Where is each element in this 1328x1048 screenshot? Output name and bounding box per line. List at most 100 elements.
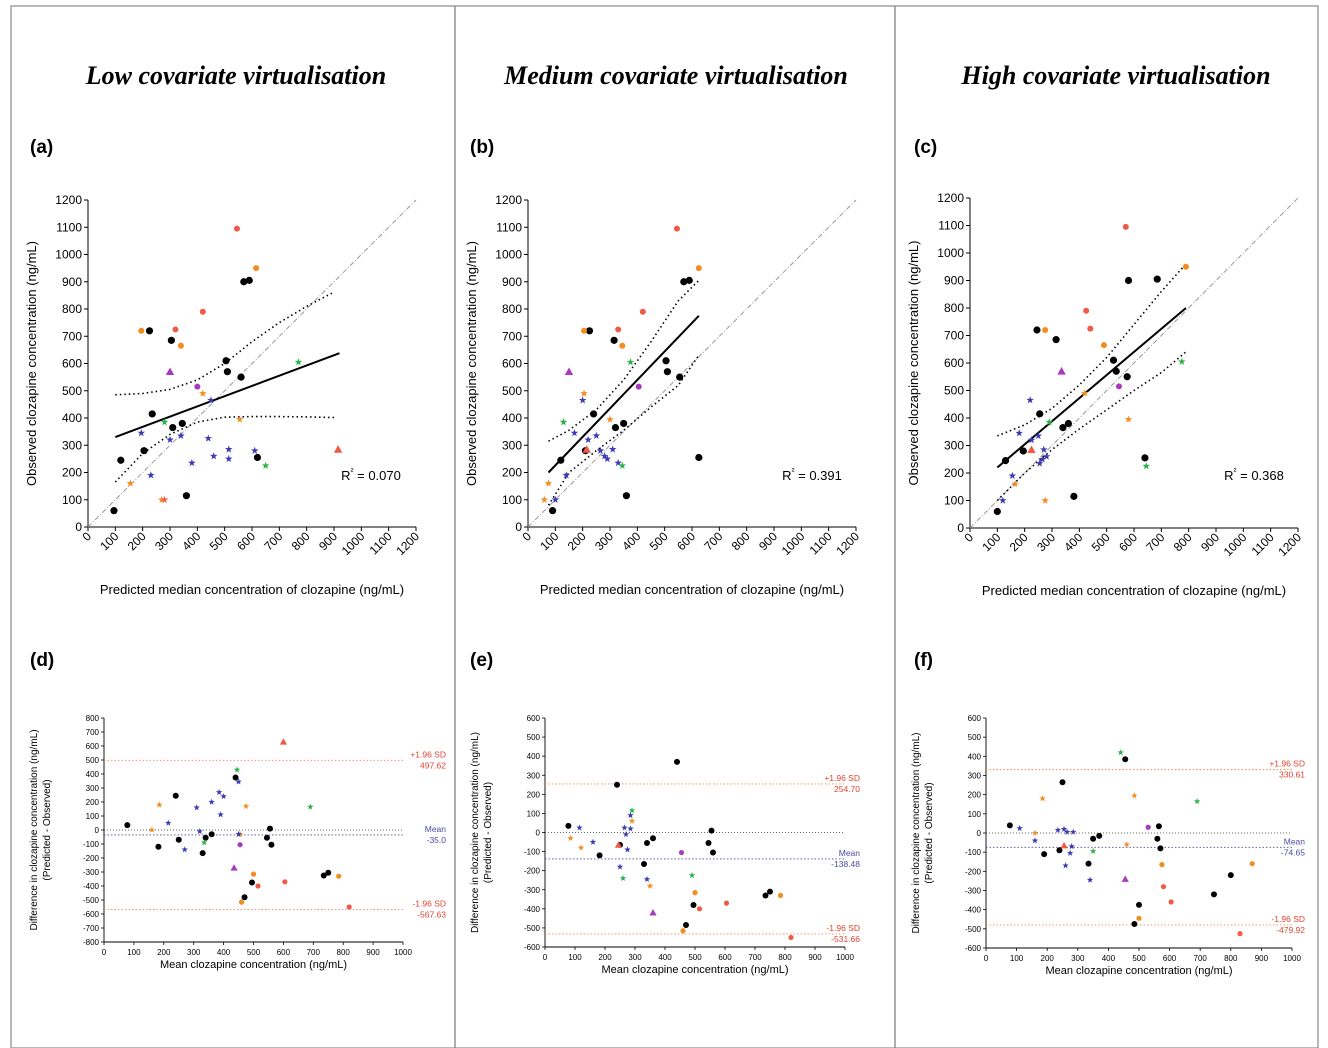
data-point <box>333 445 343 453</box>
ci-upper-band <box>548 279 700 442</box>
data-point <box>705 839 712 846</box>
y-tick-label: 1100 <box>496 220 522 234</box>
x-tick-label: 500 <box>1132 954 1146 963</box>
data-point <box>249 879 256 886</box>
data-point <box>208 831 215 838</box>
data-point <box>1063 828 1071 835</box>
x-tick-label: 1000 <box>836 953 854 962</box>
data-point <box>325 869 332 876</box>
data-point <box>346 904 352 910</box>
y-tick-label: -300 <box>965 887 982 896</box>
data-point <box>628 807 636 814</box>
data-point <box>614 781 620 788</box>
ci-lower-band <box>996 351 1187 502</box>
data-point <box>1026 396 1034 404</box>
chart-a-scatter: 0100200300400500600700800900100011001200… <box>24 193 422 597</box>
y-tick-label: 600 <box>944 356 964 370</box>
data-point <box>222 357 230 365</box>
data-point <box>1089 847 1097 854</box>
data-point <box>1117 749 1124 756</box>
data-point <box>618 461 627 469</box>
y-tick-label: 100 <box>86 812 100 821</box>
data-point <box>166 435 174 444</box>
data-point <box>1042 452 1051 460</box>
data-point <box>1006 822 1013 829</box>
data-point <box>1070 492 1078 500</box>
y-tick-label: 100 <box>968 810 982 819</box>
x-tick-label: 0 <box>543 953 548 962</box>
data-point <box>224 445 233 453</box>
x-tick-label: 800 <box>729 529 753 553</box>
mean-limit-label: Mean <box>1284 836 1306 846</box>
data-point <box>710 849 716 856</box>
data-point <box>639 308 646 315</box>
x-tick-label: 600 <box>1116 530 1140 554</box>
data-point <box>1068 843 1075 850</box>
x-tick-label: 300 <box>187 948 201 957</box>
x-tick-label: 500 <box>647 529 671 553</box>
y-tick-label: 1200 <box>937 191 964 205</box>
data-point <box>564 367 574 376</box>
data-point <box>584 435 592 444</box>
panel-label-f: (f) <box>914 650 933 671</box>
x-tick-label: 100 <box>537 529 561 553</box>
regression-line <box>996 307 1187 469</box>
data-point <box>1008 471 1017 479</box>
x-tick-label: 0 <box>961 530 976 545</box>
x-tick-label: 800 <box>289 529 313 553</box>
data-point <box>1210 891 1217 898</box>
x-tick-label: 700 <box>261 529 285 553</box>
data-point <box>1035 459 1044 467</box>
data-point <box>1115 383 1122 390</box>
data-point <box>692 890 698 896</box>
column-title-medium: Medium covariate virtualisation <box>503 61 848 90</box>
data-point <box>1141 454 1149 462</box>
data-point <box>662 357 670 365</box>
data-point <box>619 342 626 349</box>
y-tick-label: 500 <box>86 756 100 765</box>
data-point <box>1060 825 1068 832</box>
x-tick-label: 1000 <box>339 529 368 558</box>
y-tick-label: 1100 <box>938 219 964 233</box>
y-tick-label: 400 <box>86 770 100 779</box>
data-point <box>1168 899 1174 905</box>
x-tick-label: 900 <box>1198 530 1222 554</box>
y-tick-label: 500 <box>62 384 82 398</box>
r-squared-annotation: R² = 0.368 <box>1224 466 1284 483</box>
lower-limit-label: -1.96 SD <box>412 898 446 908</box>
data-point <box>279 738 287 745</box>
data-point <box>148 826 156 833</box>
y-tick-label: 800 <box>944 301 964 315</box>
y-tick-label: -600 <box>965 944 982 953</box>
y-tick-label: 800 <box>86 714 100 723</box>
data-point <box>616 863 624 870</box>
identity-line <box>87 199 417 528</box>
x-tick-label: 400 <box>217 948 231 957</box>
data-point <box>1031 829 1039 836</box>
y-tick-label: 200 <box>968 791 982 800</box>
ci-upper-band <box>115 291 335 396</box>
data-point <box>235 830 242 837</box>
data-point <box>1040 445 1048 453</box>
y-axis-label: Observed clozapine concentration (ng/mL) <box>464 241 479 486</box>
data-point <box>124 822 131 829</box>
data-point <box>673 225 680 232</box>
upper-limit-label: +1.96 SD <box>1269 759 1305 769</box>
x-tick-label: 300 <box>628 953 642 962</box>
x-tick-label: 900 <box>1255 954 1269 963</box>
data-point <box>600 452 609 460</box>
data-point <box>193 804 200 811</box>
data-point <box>627 825 634 832</box>
data-point <box>250 446 259 454</box>
data-point <box>155 843 162 850</box>
data-point <box>250 871 257 877</box>
data-point <box>156 801 163 808</box>
x-tick-label: 1000 <box>1221 530 1250 559</box>
data-point <box>611 423 620 432</box>
x-tick-label: 600 <box>277 948 291 957</box>
data-point <box>1041 851 1048 858</box>
r-letter: R <box>341 468 350 483</box>
data-point <box>581 327 588 334</box>
data-point <box>200 839 208 846</box>
data-point <box>596 852 603 859</box>
